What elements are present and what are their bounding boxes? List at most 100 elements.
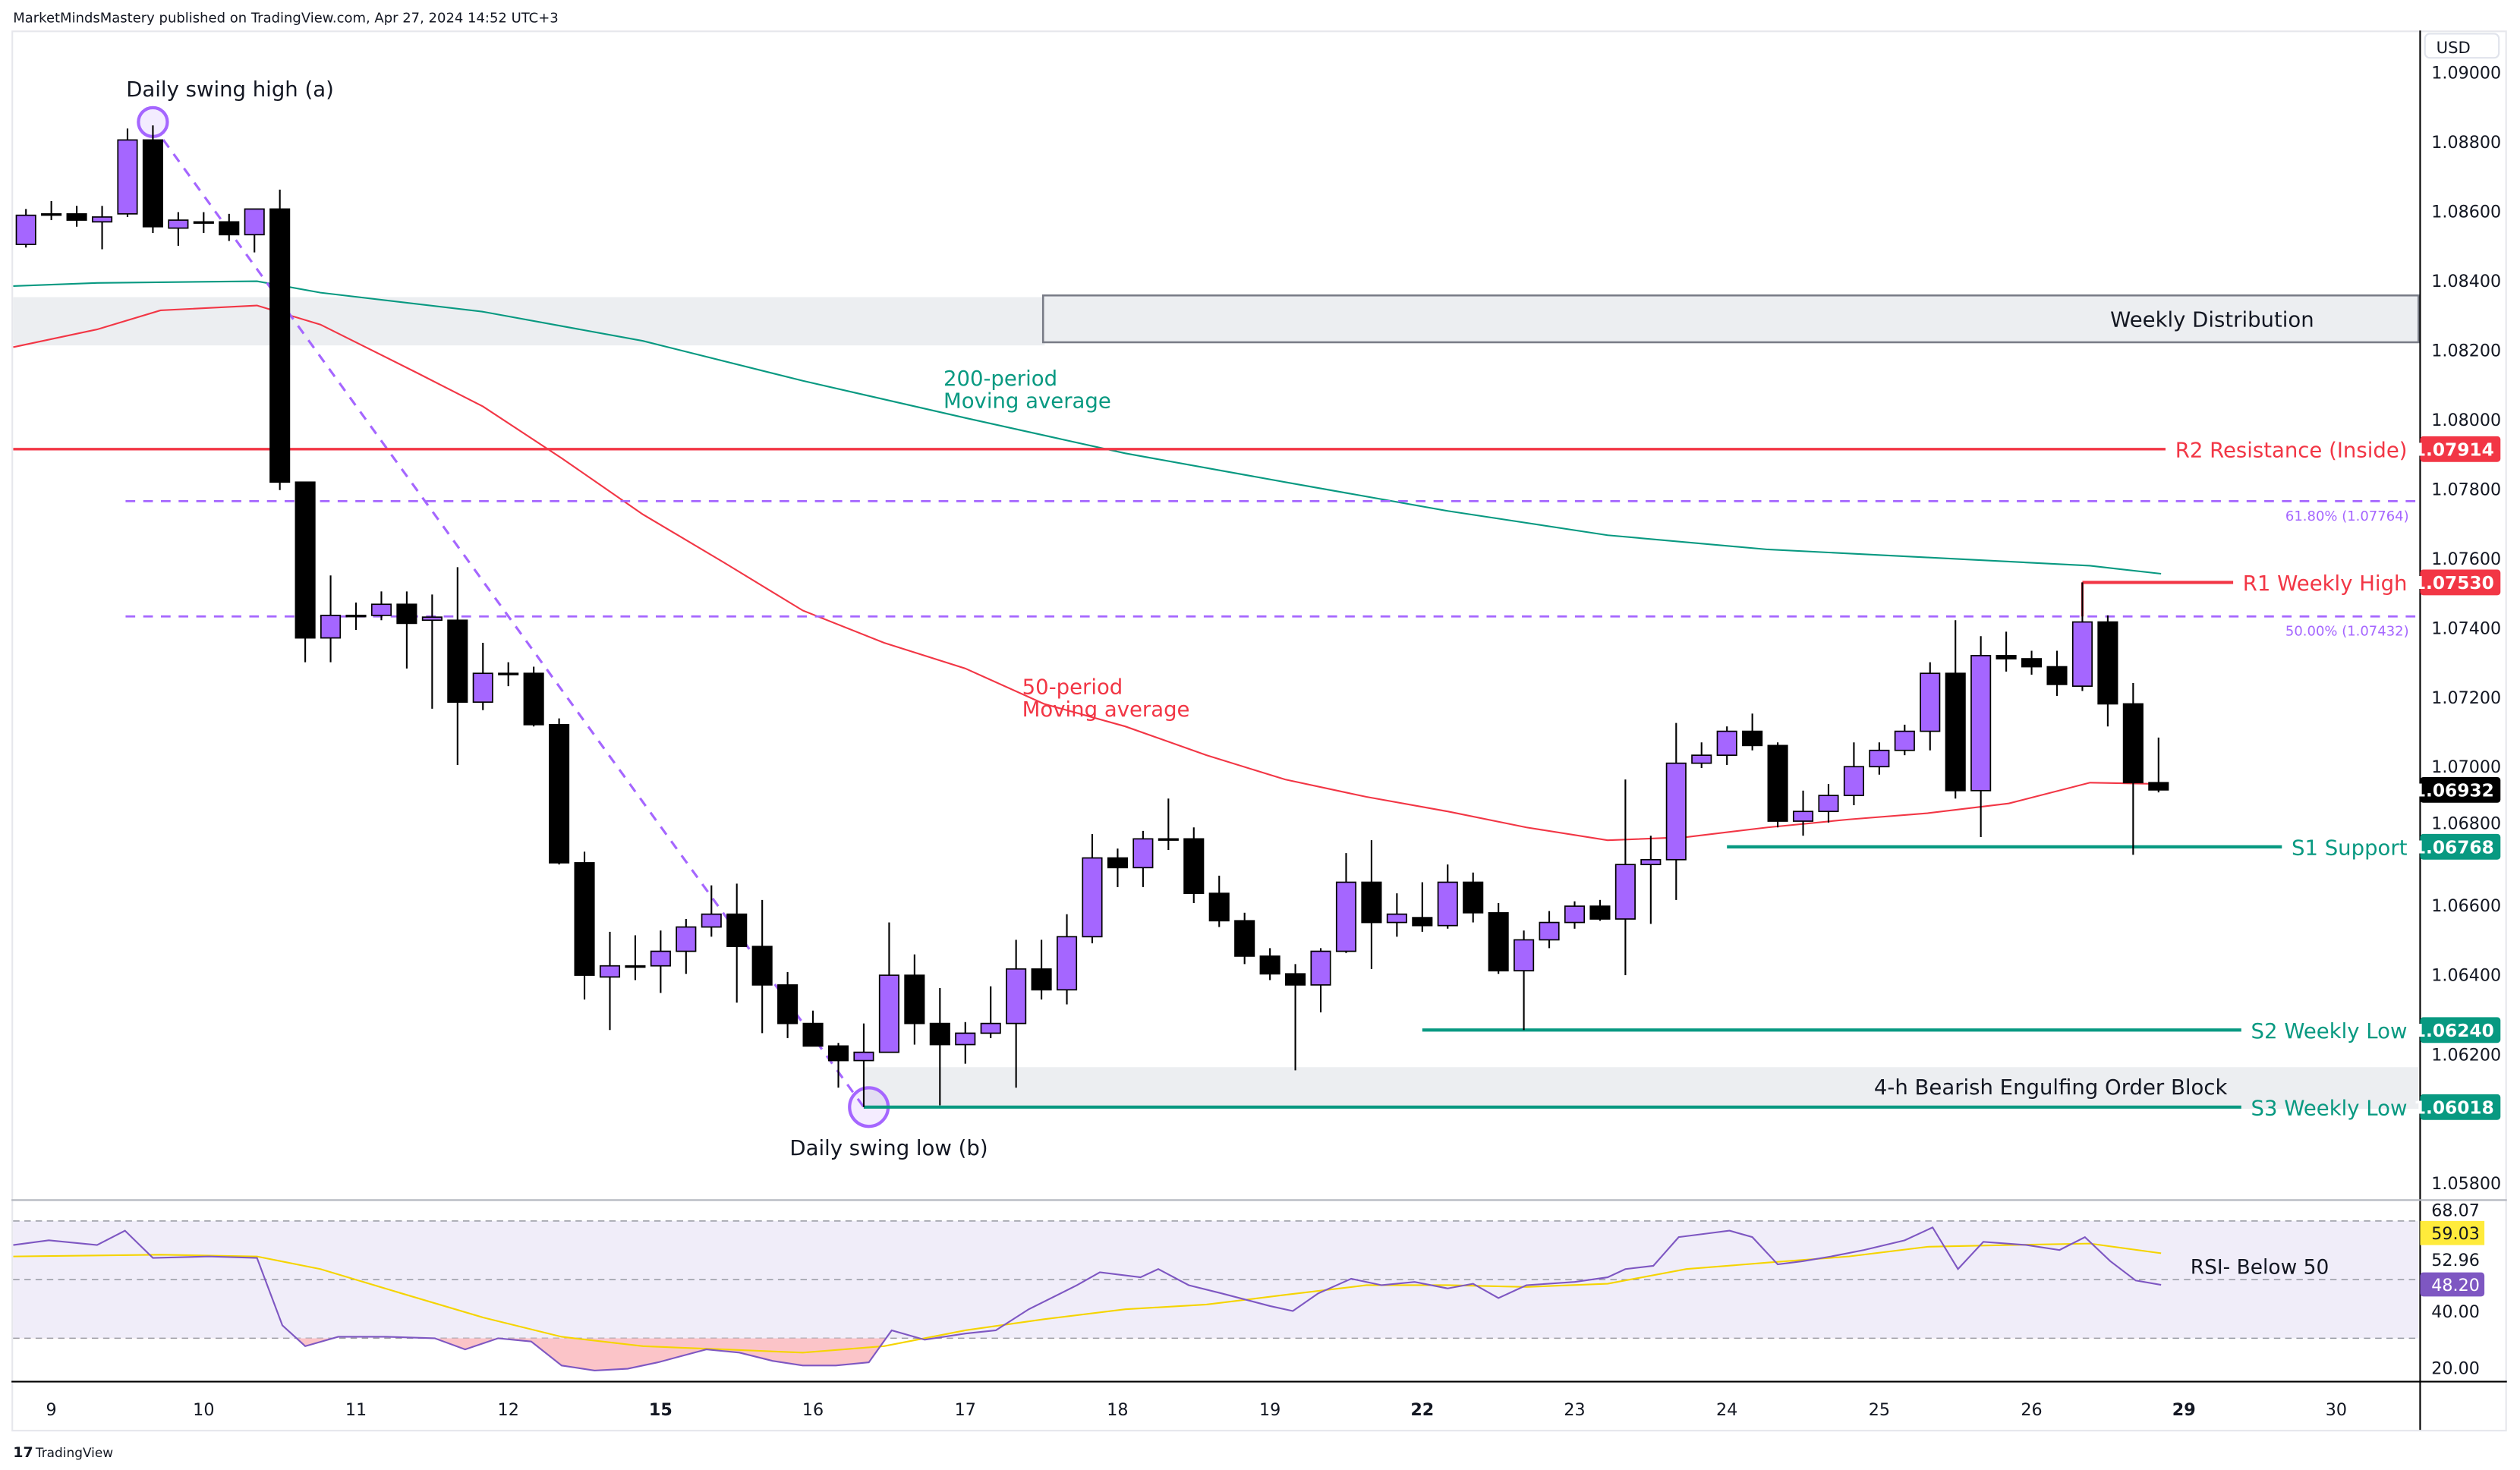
s1-price-tag-text: 1.06768 (2414, 837, 2494, 858)
bullish-candle-body (370, 603, 392, 616)
candle (2021, 650, 2043, 675)
candle (295, 481, 316, 663)
bearish-candle-body (1945, 672, 1966, 792)
tradingview-logo-text: TradingView (35, 1445, 113, 1460)
time-tick-label: 19 (1259, 1400, 1280, 1420)
time-tick-label: 25 (1869, 1400, 1890, 1420)
price-tick-label: 1.08600 (2431, 203, 2501, 222)
candle (1310, 948, 1331, 1012)
weekly-distribution-label: Weekly Distribution (2110, 308, 2314, 332)
bullish-candle-body (1564, 905, 1586, 924)
candle (142, 125, 163, 233)
bearish-candle-body (41, 212, 62, 216)
bullish-candle-body (117, 139, 138, 215)
candle (1614, 779, 1636, 976)
rsi-value-tag (2420, 1272, 2485, 1297)
candle (15, 209, 36, 248)
bullish-candle-body (320, 615, 342, 639)
candle (117, 128, 138, 217)
candle (1234, 912, 1255, 965)
candle (802, 1010, 824, 1047)
time-axis[interactable]: 9 10 11 12 15 16 17 18 19 22 23 24 25 26 29 30 (46, 1400, 2347, 1420)
bearish-candle-body (929, 1022, 950, 1046)
last-price-tag-text: 1.06932 (2414, 780, 2494, 801)
candle (1006, 940, 1027, 1088)
bearish-candle-body (1234, 920, 1255, 957)
candle (1564, 901, 1586, 929)
candle (751, 899, 773, 1034)
candle (1208, 875, 1230, 927)
bearish-candle-body (802, 1022, 824, 1047)
price-tick-label: 1.08400 (2431, 272, 2501, 291)
bullish-candle-body (1970, 655, 1992, 792)
bullish-candle-body (1792, 811, 1814, 822)
bullish-candle-body (15, 214, 36, 245)
bearish-candle-body (1285, 973, 1306, 986)
bullish-candle-body (1514, 939, 1535, 971)
swing-high-label: Daily swing high (a) (126, 77, 334, 102)
bearish-candle-body (295, 481, 316, 639)
currency-button[interactable] (2424, 33, 2500, 59)
swing-low-label: Daily swing low (b) (789, 1136, 988, 1160)
candle (1640, 836, 1662, 924)
rsi-line (13, 1226, 2162, 1371)
bearish-candle-body (549, 724, 570, 864)
r1-label: R1 Weekly High (2243, 571, 2408, 596)
time-tick-label: 11 (345, 1400, 367, 1420)
candle (168, 212, 189, 246)
tradingview-logo-icon: 17 (13, 1444, 33, 1461)
candle (1132, 830, 1154, 887)
fib-level-label: 50.00% (1.07432) (2285, 624, 2409, 640)
rsi-ma-tag (2420, 1220, 2485, 1245)
ma50-label-line1: 50-period (1022, 675, 1123, 700)
bullish-candle-body (1056, 936, 1078, 991)
bullish-candle-body (1386, 913, 1407, 924)
bullish-candle-body (421, 616, 443, 622)
bearish-candle-body (345, 615, 367, 618)
annotations-layer: Daily swing high (a) Daily swing low (b)… (126, 77, 1189, 1160)
s2-price-tag (2420, 1017, 2501, 1043)
bearish-candle-body (726, 913, 748, 947)
bearish-candle-body (498, 672, 519, 675)
s1-price-tag (2420, 833, 2501, 860)
candle (726, 883, 748, 1003)
candle (1539, 911, 1560, 949)
candle (421, 594, 443, 709)
price-tick-label: 1.08200 (2431, 342, 2501, 361)
candle (1514, 930, 1535, 1031)
candle (878, 922, 899, 1053)
s2-price-tag-text: 1.06240 (2414, 1021, 2494, 1041)
candle (269, 189, 291, 490)
chart-frame (11, 30, 2507, 1432)
currency-label: USD (2437, 38, 2471, 57)
bullish-candle-body (701, 913, 722, 928)
distribution-shade (13, 297, 1045, 346)
candle (66, 206, 87, 227)
bullish-candle-body (1869, 749, 1890, 768)
bullish-candle-body (472, 672, 493, 704)
time-tick-label: 16 (802, 1400, 824, 1420)
price-axis[interactable]: 1.09000 1.08800 1.08600 1.08400 1.08200 1.080… (2431, 64, 2501, 1194)
candle (574, 851, 595, 1000)
price-tick-label: 1.07800 (2431, 480, 2501, 499)
candle (2097, 615, 2118, 727)
price-tick-label: 1.08000 (2431, 411, 2501, 430)
bullish-candle-body (168, 219, 189, 229)
bearish-candle-body (827, 1045, 849, 1062)
candle (1463, 872, 1484, 923)
candle (549, 718, 570, 865)
bearish-candle-body (2021, 658, 2043, 668)
candle (955, 1021, 976, 1064)
price-tick-label: 1.07200 (2431, 688, 2501, 708)
zones-layer: Weekly Distribution 4-h Bearish Engulfing… (13, 294, 2420, 1110)
time-tick-label: 12 (498, 1400, 519, 1420)
bullish-candle-body (1082, 857, 1103, 938)
bearish-candle-body (904, 974, 925, 1025)
levels-layer: R2 Resistance (Inside) R1 Weekly High S1 S… (13, 438, 2408, 1120)
rsi-tick-label: 52.96 (2431, 1251, 2480, 1270)
candle (1412, 882, 1433, 932)
time-tick-label: 10 (193, 1400, 214, 1420)
bullish-candle-body (1818, 795, 1839, 813)
candle (599, 931, 621, 1031)
